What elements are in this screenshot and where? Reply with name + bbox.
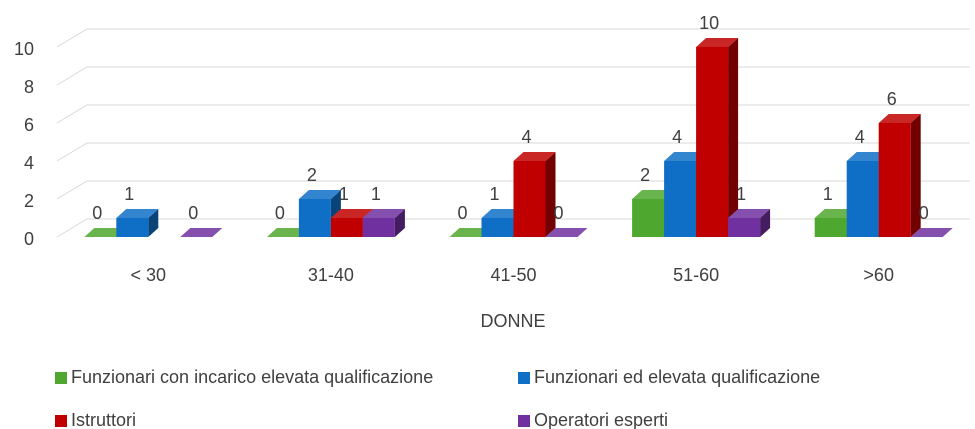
legend-swatch — [55, 415, 67, 427]
bar-top — [180, 228, 223, 237]
bar-top — [814, 209, 857, 218]
bar — [846, 161, 879, 237]
legend-label: Funzionari con incarico elevata qualific… — [71, 367, 433, 387]
data-label: 0 — [553, 203, 563, 223]
bar-top — [449, 228, 492, 237]
data-label: 0 — [92, 203, 102, 223]
bar-side — [728, 38, 739, 237]
bar — [362, 218, 395, 237]
x-axis-label: DONNE — [480, 311, 545, 331]
data-label: 0 — [275, 203, 285, 223]
bar-top — [513, 152, 556, 161]
bar-side — [394, 209, 405, 237]
x-tick-label: 31-40 — [308, 265, 354, 285]
legend-swatch — [518, 415, 530, 427]
data-label: 4 — [672, 127, 682, 147]
legend-label: Funzionari ed elevata qualificazione — [534, 367, 820, 387]
legend-swatch — [55, 372, 67, 384]
grid-line — [56, 66, 970, 86]
bar-top — [728, 209, 771, 218]
bar-top — [846, 152, 889, 161]
bar — [814, 218, 847, 237]
bar-top — [481, 209, 524, 218]
bar-top — [664, 152, 707, 161]
bar — [330, 218, 363, 237]
grid-line — [56, 104, 970, 124]
bar-top — [878, 114, 921, 123]
bar — [632, 199, 665, 237]
bar-top — [545, 228, 588, 237]
data-label: 1 — [339, 184, 349, 204]
x-tick-label: < 30 — [131, 265, 167, 285]
x-tick-label: 51-60 — [673, 265, 719, 285]
data-label: 10 — [699, 13, 719, 33]
data-label: 1 — [736, 184, 746, 204]
bar — [728, 218, 761, 237]
bar-top — [266, 228, 309, 237]
y-tick-label: 10 — [14, 39, 34, 59]
data-label: 2 — [307, 165, 317, 185]
bar — [664, 161, 697, 237]
bar — [878, 123, 911, 237]
bar-side — [910, 114, 921, 237]
data-label: 0 — [457, 203, 467, 223]
bar — [116, 218, 149, 237]
bar-top — [84, 228, 127, 237]
bar — [298, 199, 331, 237]
legend-label: Istruttori — [71, 410, 136, 429]
bar-side — [545, 152, 556, 237]
bar-top — [116, 209, 159, 218]
bar-top — [696, 38, 739, 47]
data-label: 2 — [640, 165, 650, 185]
bar-top — [362, 209, 405, 218]
y-tick-label: 4 — [24, 153, 34, 173]
data-label: 1 — [371, 184, 381, 204]
bar-top — [910, 228, 953, 237]
data-label: 6 — [887, 89, 897, 109]
grid-line — [56, 28, 970, 48]
bar — [481, 218, 514, 237]
legend-swatch — [518, 372, 530, 384]
data-label: 1 — [823, 184, 833, 204]
data-label: 1 — [124, 184, 134, 204]
data-label: 4 — [521, 127, 531, 147]
bar-side — [148, 209, 159, 237]
data-label: 4 — [855, 127, 865, 147]
data-label: 1 — [489, 184, 499, 204]
grid-line — [56, 142, 970, 162]
bar-top — [298, 190, 341, 199]
legend-label: Operatori esperti — [534, 410, 668, 429]
bar-side — [760, 209, 771, 237]
bar-top — [632, 190, 675, 199]
bar-top — [330, 209, 373, 218]
data-label: 0 — [919, 203, 929, 223]
y-tick-label: 2 — [24, 191, 34, 211]
y-tick-label: 8 — [24, 77, 34, 97]
y-tick-label: 6 — [24, 115, 34, 135]
y-tick-label: 0 — [24, 229, 34, 249]
x-tick-label: >60 — [863, 265, 894, 285]
data-label: 0 — [188, 203, 198, 223]
x-tick-label: 41-50 — [490, 265, 536, 285]
bar — [513, 161, 546, 237]
bar — [696, 47, 729, 237]
